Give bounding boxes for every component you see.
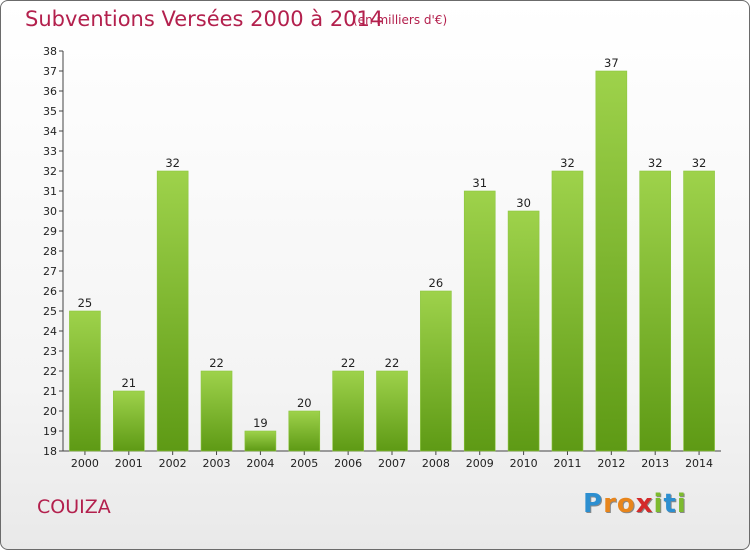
x-tick-label-2013: 2013 xyxy=(641,457,669,470)
y-tick-label: 18 xyxy=(43,445,57,458)
y-tick-label: 26 xyxy=(43,285,57,298)
x-tick-label-2010: 2010 xyxy=(510,457,538,470)
y-tick-label: 33 xyxy=(43,145,57,158)
data-label-2014: 32 xyxy=(692,156,707,170)
x-tick-label-2004: 2004 xyxy=(246,457,274,470)
bar-2002 xyxy=(156,170,189,452)
data-label-2004: 19 xyxy=(253,416,268,430)
commune-name: COUIZA xyxy=(37,496,111,518)
data-label-2011: 32 xyxy=(560,156,575,170)
logo-letter: o xyxy=(616,489,636,519)
data-label-2007: 22 xyxy=(385,356,400,370)
x-tick-label-2000: 2000 xyxy=(71,457,99,470)
bar-2010 xyxy=(507,210,540,452)
logo-letter: i xyxy=(653,489,664,519)
y-tick-label: 35 xyxy=(43,105,57,118)
bar-2003 xyxy=(200,370,233,452)
x-tick-label-2003: 2003 xyxy=(203,457,231,470)
bar-2007 xyxy=(376,370,408,452)
logo-letter: x xyxy=(635,489,654,519)
y-tick-label: 34 xyxy=(43,125,57,138)
y-tick-label: 32 xyxy=(43,165,57,178)
y-tick-label: 27 xyxy=(43,265,57,278)
x-tick-label-2002: 2002 xyxy=(159,457,187,470)
bar-2009 xyxy=(463,190,496,452)
y-tick-label: 22 xyxy=(43,365,57,378)
y-tick-label: 19 xyxy=(43,425,57,438)
bar-2006 xyxy=(332,370,364,452)
data-label-2001: 21 xyxy=(121,376,136,390)
proxiti-logo: Proxiti xyxy=(583,489,687,519)
data-label-2003: 22 xyxy=(209,356,224,370)
y-tick-label: 25 xyxy=(43,305,57,318)
y-tick-label: 37 xyxy=(43,65,57,78)
data-label-2008: 26 xyxy=(429,276,444,290)
data-label-2009: 31 xyxy=(472,176,487,190)
data-label-2002: 32 xyxy=(165,156,180,170)
x-tick-label-2007: 2007 xyxy=(378,457,406,470)
x-tick-label-2006: 2006 xyxy=(334,457,362,470)
x-tick-label-2005: 2005 xyxy=(290,457,318,470)
bar-2011 xyxy=(551,170,584,452)
x-tick-label-2011: 2011 xyxy=(553,457,581,470)
bar-2012 xyxy=(595,70,628,452)
logo-letter: r xyxy=(603,489,617,519)
chart-title: Subventions Versées 2000 à 2014 xyxy=(25,7,384,31)
y-tick-label: 38 xyxy=(43,45,57,58)
bar-2013 xyxy=(639,170,672,452)
logo-letter: P xyxy=(583,489,604,519)
data-label-2006: 22 xyxy=(341,356,356,370)
data-label-2005: 20 xyxy=(297,396,312,410)
data-label-2010: 30 xyxy=(516,196,531,210)
x-tick-label-2001: 2001 xyxy=(115,457,143,470)
y-tick-label: 24 xyxy=(43,325,57,338)
y-tick-label: 31 xyxy=(43,185,57,198)
y-tick-label: 29 xyxy=(43,225,57,238)
x-tick-label-2008: 2008 xyxy=(422,457,450,470)
x-tick-label-2014: 2014 xyxy=(685,457,713,470)
chart-subtitle: (en milliers d'€) xyxy=(353,13,448,27)
y-tick-label: 30 xyxy=(43,205,57,218)
y-tick-label: 36 xyxy=(43,85,57,98)
x-tick-label-2009: 2009 xyxy=(466,457,494,470)
data-label-2013: 32 xyxy=(648,156,663,170)
y-tick-label: 21 xyxy=(43,385,57,398)
y-tick-label: 20 xyxy=(43,405,57,418)
logo-letter: t xyxy=(663,489,677,519)
bar-2000 xyxy=(69,310,101,452)
bar-2005 xyxy=(288,410,321,452)
y-tick-label: 23 xyxy=(43,345,57,358)
data-label-2000: 25 xyxy=(78,296,93,310)
bar-2004 xyxy=(244,430,277,452)
bar-2014 xyxy=(683,170,715,452)
bar-2008 xyxy=(420,290,452,452)
bar-2001 xyxy=(113,390,145,452)
x-tick-label-2012: 2012 xyxy=(597,457,625,470)
y-tick-label: 28 xyxy=(43,245,57,258)
logo-letter: i xyxy=(676,489,687,519)
data-label-2012: 37 xyxy=(604,56,619,70)
